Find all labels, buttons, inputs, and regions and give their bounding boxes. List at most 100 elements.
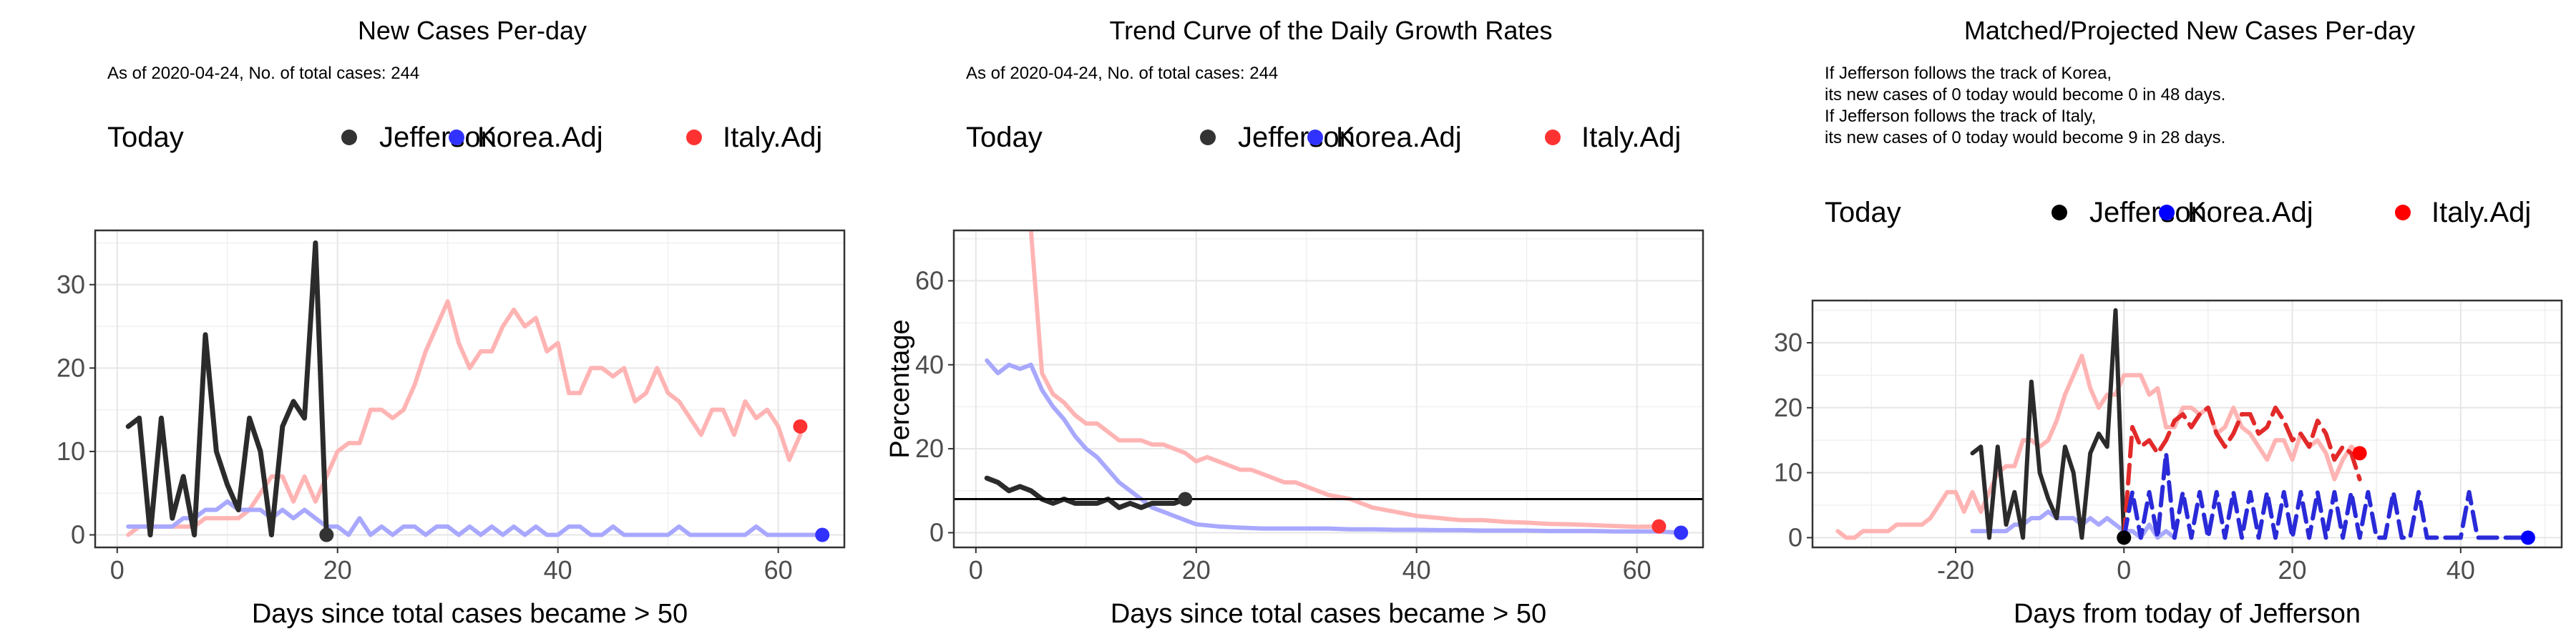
y-tick-label: 0 <box>930 517 944 547</box>
chart-subtitle: As of 2020-04-24, No. of total cases: 24… <box>966 64 1278 83</box>
y-tick-label: 30 <box>1774 328 1802 357</box>
legend-key-korea-adj <box>2159 205 2175 220</box>
y-tick-label: 60 <box>915 265 944 295</box>
x-tick-label: 40 <box>1402 555 1431 585</box>
x-axis-label: Days from today of Jefferson <box>2014 599 2361 629</box>
legend-key-korea-adj <box>1307 130 1323 145</box>
series-line-italy-adj-projection <box>2122 405 2362 540</box>
axes: -20 0 20 40 0 10 20 30 Days from today of Jeffer… <box>1774 328 2475 629</box>
legend-label-jefferson: Jefferson <box>2089 197 2207 228</box>
chart-projected-cases: Matched/Projected New Cases Per-day If Je… <box>1774 16 2563 629</box>
y-tick-label: 40 <box>915 350 944 379</box>
legend-label-korea-adj: Korea.Adj <box>2187 197 2313 228</box>
grid <box>95 230 844 547</box>
today-point-jefferson <box>319 527 334 542</box>
today-point-korea-adj <box>2520 530 2535 545</box>
grid <box>954 230 1703 547</box>
today-points <box>319 419 830 542</box>
legend-label-italy-adj: Italy.Adj <box>723 122 822 153</box>
legend-key-korea-adj <box>449 130 464 145</box>
y-tick-label: 0 <box>71 520 85 550</box>
x-tick-label: 60 <box>1623 555 1652 585</box>
y-tick-label: 10 <box>57 436 85 466</box>
panel-projected-cases: Matched/Projected New Cases Per-day If Je… <box>1717 0 2576 644</box>
x-axis-label: Days since total cases became > 50 <box>252 599 688 629</box>
plot-border <box>94 229 846 549</box>
legend-key-jefferson <box>2051 205 2067 220</box>
today-point-italy-adj <box>1652 519 1667 534</box>
legend-key-jefferson <box>341 130 357 145</box>
plot-border <box>1811 299 2563 549</box>
x-tick-label: -20 <box>1937 555 1974 585</box>
axes: 0 20 40 60 0 20 40 60 Days since total cases bec… <box>885 265 1652 629</box>
x-tick-label: 20 <box>323 555 352 585</box>
series-line-jefferson-history <box>1970 308 2127 540</box>
x-axis-label: Days since total cases became > 50 <box>1111 599 1546 629</box>
legend-key-italy-adj <box>2395 205 2411 220</box>
legend-label-korea-adj: Korea.Adj <box>1336 122 1462 153</box>
annotation-line-2: its new cases of 0 today would become 0 … <box>1825 85 2225 104</box>
legend-key-italy-adj <box>1545 130 1561 145</box>
series-lines <box>1835 308 2530 540</box>
y-tick-label: 30 <box>57 270 85 299</box>
series-line-italy-adj <box>126 299 803 537</box>
y-tick-label: 20 <box>915 434 944 463</box>
x-tick-label: 0 <box>969 555 983 585</box>
plot-border <box>952 229 1704 549</box>
panel-new-cases: New Cases Per-day As of 2020-04-24, No. o… <box>0 0 859 644</box>
series-line-italy-adj <box>1028 230 1662 530</box>
today-points <box>1178 492 1689 540</box>
series-line-korea-adj <box>126 499 825 537</box>
chart-title: Trend Curve of the Daily Growth Rates <box>1110 16 1553 45</box>
legend-key-italy-adj <box>686 130 702 145</box>
chart-subtitle: As of 2020-04-24, No. of total cases: 24… <box>107 64 419 83</box>
x-tick-label: 40 <box>2446 555 2475 585</box>
chart-title: Matched/Projected New Cases Per-day <box>1964 16 2415 45</box>
legend-label-italy-adj: Italy.Adj <box>1581 122 1681 153</box>
legend-key-jefferson <box>1200 130 1216 145</box>
legend-label-korea-adj: Korea.Adj <box>477 122 603 153</box>
legend-label-jefferson: Jefferson <box>1238 122 1355 153</box>
x-tick-label: 40 <box>544 555 572 585</box>
x-tick-label: 60 <box>764 555 793 585</box>
chart-new-cases: New Cases Per-day As of 2020-04-24, No. o… <box>57 16 846 629</box>
chart-title: New Cases Per-day <box>358 16 587 45</box>
panel-growth-rates: Trend Curve of the Daily Growth Rates As … <box>859 0 1717 644</box>
x-tick-label: 20 <box>2278 555 2307 585</box>
legend-title: Today <box>966 122 1043 153</box>
x-tick-label: 0 <box>2117 555 2131 585</box>
y-tick-label: 20 <box>1774 393 1802 422</box>
today-point-korea-adj <box>815 527 830 542</box>
annotation-line-1: If Jefferson follows the track of Korea, <box>1825 64 2112 83</box>
chart-growth-rates: Trend Curve of the Daily Growth Rates As … <box>885 16 1704 629</box>
series-line-korea-adj <box>985 358 1684 535</box>
annotation-line-4: its new cases of 0 today would become 9 … <box>1825 128 2225 147</box>
series-lines <box>125 240 825 537</box>
today-point-italy-adj <box>793 419 808 434</box>
x-tick-label: 0 <box>110 555 125 585</box>
annotation-line-3: If Jefferson follows the track of Italy, <box>1825 107 2096 126</box>
today-point-korea-adj <box>1674 525 1689 540</box>
today-point-italy-adj <box>2352 446 2367 461</box>
legend-title: Today <box>1825 197 1901 228</box>
series-line-korea-adj-projection <box>2122 451 2530 540</box>
legend-label-italy-adj: Italy.Adj <box>2431 197 2531 228</box>
x-tick-label: 20 <box>1182 555 1211 585</box>
y-tick-label: 0 <box>1788 522 1802 552</box>
series-line-jefferson <box>984 475 1188 510</box>
today-point-jefferson <box>2117 530 2132 545</box>
legend-title: Today <box>107 122 184 153</box>
series-lines <box>984 230 1684 535</box>
y-tick-label: 20 <box>57 353 85 382</box>
today-point-jefferson <box>1178 492 1193 507</box>
y-tick-label: 10 <box>1774 458 1802 487</box>
legend-label-jefferson: Jefferson <box>379 122 497 153</box>
y-axis-label: Percentage <box>885 319 915 458</box>
axes: 0 20 40 60 0 10 20 30 Days since total cases bec… <box>57 270 793 629</box>
today-points <box>2117 446 2535 545</box>
series-line-italy-adj-history <box>1835 353 2362 540</box>
